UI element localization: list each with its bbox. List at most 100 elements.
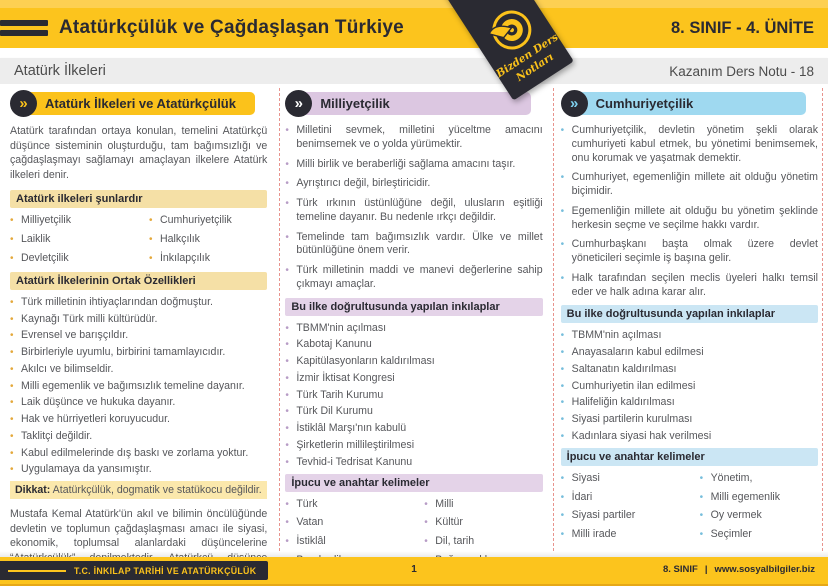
list-item-text: Laik düşünce ve hukuka dayanır. <box>21 396 176 409</box>
column-cumhuriyetcilik: » Cumhuriyetçilik • Cumhuriyetçilik, devlet… <box>560 90 818 557</box>
list-item: • Siyasi partiler <box>561 509 700 523</box>
list-item: • Halifeliğin kaldırılması <box>561 396 818 410</box>
column-divider <box>279 88 280 551</box>
paragraph: Mustafa Kemal Atatürk'ün akıl ve bilimin… <box>10 508 268 557</box>
list-item-text: Dil, tarih <box>435 535 475 548</box>
bullet-icon: • <box>10 215 14 227</box>
list-item-text: Türk milletinin maddi ve manevi değerler… <box>296 264 543 290</box>
list-item: • Türk ırkının üstünlüğüne değil, uluslar… <box>285 197 542 225</box>
list-item-text: Saltanatın kaldırılması <box>571 362 677 375</box>
footer-grade-label: 8. SINIF <box>663 564 698 575</box>
list-item-text: Ayrıştırıcı değil, birleştiricidir. <box>296 177 431 190</box>
bullet-icon: • <box>285 231 289 243</box>
sub-section-band: Bu ilke doğrultusunda yapılan inkılaplar <box>560 305 818 324</box>
list-item-text: Türk ırkının üstünlüğüne değil, ulusları… <box>296 197 543 223</box>
bullet-icon: • <box>10 363 14 375</box>
list-item-text: Birbirleriyle uyumlu, birbirini tamamlay… <box>21 346 226 359</box>
column-ataturk-ilkeleri: » Atatürk İlkeleri ve Atatürkçülük Atatürk… <box>10 90 268 557</box>
bullet-icon: • <box>10 430 14 442</box>
list-item: • Cumhuriyetçilik, devletin yönetim şekli… <box>561 124 818 165</box>
footer-website-link[interactable]: www.sosyalbilgiler.biz <box>714 564 815 575</box>
bullet-icon: • <box>560 239 565 251</box>
list-item: • Kültür <box>424 516 542 530</box>
sub-section-band: Atatürk ilkeleri şunlardır <box>10 190 268 209</box>
list-item: • Şirketlerin millileştirilmesi <box>285 439 542 453</box>
top-strip <box>0 0 828 8</box>
list-item: • Kabotaj Kanunu <box>285 338 542 352</box>
list-item-text: Akılcı ve bilimseldir. <box>21 362 114 375</box>
footer-separator: | <box>704 564 708 575</box>
header-left: Atatürkçülük ve Çağdaşlaşan Türkiye <box>0 17 404 39</box>
bullet-icon: • <box>285 372 289 384</box>
list-item-text: Milli birlik ve beraberliği sağlama amac… <box>296 157 516 170</box>
section-title: Cumhuriyetçilik <box>573 92 806 115</box>
list-item: • Milliyetçilik <box>10 214 149 228</box>
list-item-text: Milli <box>435 497 454 510</box>
list-item-text: Devletçilik <box>21 251 69 264</box>
list-item: • Milli birlik ve beraberliği sağlama ama… <box>285 158 542 172</box>
bullet-icon: • <box>10 447 14 459</box>
list-item-text: Halk tarafından seçilen meclis üyeleri h… <box>571 271 818 298</box>
list-item: • Akılcı ve bilimseldir. <box>10 363 267 377</box>
list-item: • Milli <box>424 498 542 512</box>
list-item-text: Türk milletinin ihtiyaçlarından doğmuştu… <box>21 295 213 308</box>
list-item-text: Temelinde tam bağımsızlık vardır. Ülke v… <box>296 230 543 257</box>
page-title: Atatürkçülük ve Çağdaşlaşan Türkiye <box>59 17 404 38</box>
list-item: • Birbirleriyle uyumlu, birbirini tamamla… <box>10 346 267 360</box>
list-item-text: Türk <box>296 497 318 510</box>
chevron-double-icon: » <box>10 90 37 117</box>
list-item: • Milletini sevmek, milletini yüceltme am… <box>285 124 542 152</box>
list-item-text: Bağımsızlık <box>435 554 490 557</box>
list-item-text: Laiklik <box>21 233 51 246</box>
list-item-text: Siyasi partilerin kurulması <box>571 413 693 426</box>
course-name-label: T.C. İNKILAP TARİHİ VE ATATÜRKÇÜLÜK <box>74 565 257 576</box>
list-item-text: Türk Tarih Kurumu <box>296 388 384 401</box>
attention-label: Dikkat: <box>15 484 51 497</box>
sub-section-band: Atatürk İlkelerinin Ortak Özellikleri <box>10 271 268 290</box>
list-item-text: Oy vermek <box>710 509 762 522</box>
list-item: • Cumhuriyet, egemenliğin millete ait old… <box>561 171 818 199</box>
bullet-icon: • <box>285 322 289 334</box>
list-item-text: Milliyetçilik <box>21 214 72 227</box>
list-item: • Seçimler <box>700 528 818 542</box>
list-item-text: Milli egemenlik ve bağımsızlık temeline … <box>21 379 245 392</box>
list-item: • Türk Dil Kurumu <box>285 405 542 419</box>
list-item: • Türk milletinin ihtiyaçlarından doğmuşt… <box>10 296 267 310</box>
list-item-text: Halkçılık <box>159 233 200 246</box>
bullet-icon: • <box>285 198 289 210</box>
list-item: • Kadınlara siyasi hak verilmesi <box>561 430 818 444</box>
bullet-list: • Türk milletinin ihtiyaçlarından doğmuşt… <box>10 296 267 477</box>
bullet-icon: • <box>285 536 289 548</box>
sub-header: Atatürk İlkeleri Kazanım Ders Notu - 18 <box>0 58 828 84</box>
list-item: • TBMM'nin açılması <box>285 322 542 336</box>
bullet-icon: • <box>285 456 289 468</box>
list-item-text: Halifeliğin kaldırılması <box>571 396 675 409</box>
keyword-grid: • Siyasi • Yönetim, • İdari • Milli egemenlik • S… <box>561 472 818 542</box>
bullet-icon: • <box>148 215 153 227</box>
bullet-icon: • <box>148 234 153 246</box>
list-item: • Cumhuriyetin ilan edilmesi <box>561 380 818 394</box>
list-item-text: Tevhid-i Tedrisat Kanunu <box>296 455 413 468</box>
list-item: • Uygulamaya da yansımıştır. <box>10 463 267 477</box>
dart-target-logo-icon <box>488 10 532 50</box>
bullet-icon: • <box>699 491 704 503</box>
bullet-icon: • <box>10 347 14 359</box>
list-item: • Yönetim, <box>700 472 818 486</box>
topic-label: Atatürk İlkeleri <box>14 63 106 79</box>
list-item: • Cumhuriyetçilik <box>149 214 267 228</box>
list-item: • Milli egemenlik ve bağımsızlık temeline… <box>10 380 267 394</box>
section-title: Milliyetçilik <box>298 92 531 115</box>
list-item: • Anayasaların kabul edilmesi <box>561 346 818 360</box>
bullet-list: • TBMM'nin açılması • Kabotaj Kanunu • Kapitü… <box>285 322 542 470</box>
sub-section-band: İpucu ve anahtar kelimeler <box>285 473 543 492</box>
page-header: Atatürkçülük ve Çağdaşlaşan Türkiye 8. S… <box>0 8 828 48</box>
footer-accent-line <box>8 569 66 572</box>
list-item-text: Seçimler <box>710 528 752 541</box>
course-name-box: T.C. İNKILAP TARİHİ VE ATATÜRKÇÜLÜK <box>0 561 269 580</box>
column-divider <box>822 88 823 551</box>
bullet-icon: • <box>560 529 565 541</box>
list-item: • Halkçılık <box>149 233 267 247</box>
list-item-text: Siyasi <box>571 471 600 484</box>
grade-unit-badge: 8. SINIF - 4. ÜNİTE <box>670 18 814 37</box>
list-item-text: Cumhurbaşkanı başta olmak üzere devlet y… <box>571 238 818 265</box>
